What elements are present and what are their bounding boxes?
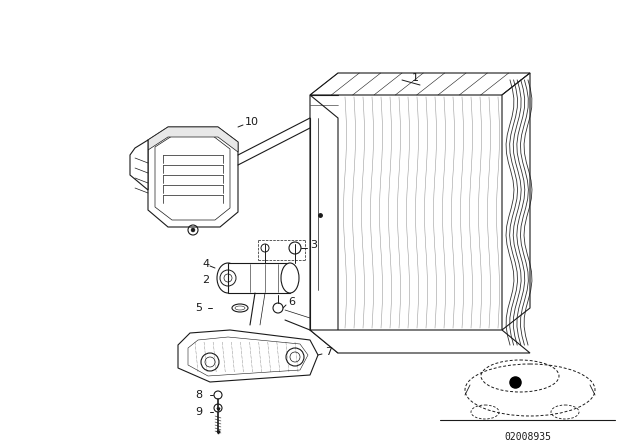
Polygon shape — [502, 73, 530, 330]
Polygon shape — [228, 263, 290, 293]
Polygon shape — [130, 140, 148, 190]
Text: 2: 2 — [202, 275, 209, 285]
Text: 3: 3 — [310, 240, 317, 250]
Polygon shape — [310, 95, 338, 353]
Text: 8: 8 — [195, 390, 202, 400]
Polygon shape — [310, 73, 530, 95]
Text: 02008935: 02008935 — [504, 432, 552, 442]
Polygon shape — [178, 330, 318, 382]
Text: 4: 4 — [202, 259, 209, 269]
Circle shape — [191, 228, 195, 232]
Text: 6: 6 — [288, 297, 295, 307]
Text: 10: 10 — [245, 117, 259, 127]
Ellipse shape — [217, 263, 239, 293]
Text: 5: 5 — [195, 303, 202, 313]
Ellipse shape — [232, 304, 248, 312]
Text: 1: 1 — [412, 73, 419, 83]
Text: 9: 9 — [195, 407, 202, 417]
Polygon shape — [148, 127, 238, 152]
Polygon shape — [148, 127, 238, 227]
Polygon shape — [310, 330, 530, 353]
Text: 7: 7 — [325, 347, 332, 357]
Ellipse shape — [281, 263, 299, 293]
